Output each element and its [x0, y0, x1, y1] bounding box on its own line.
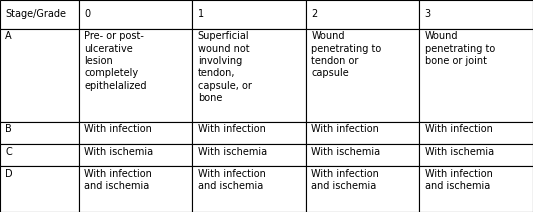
Text: A: A: [5, 31, 12, 41]
Text: With infection
and ischemia: With infection and ischemia: [198, 169, 265, 191]
Text: With infection: With infection: [84, 124, 152, 134]
Bar: [0, 166, 79, 212]
Text: With infection: With infection: [311, 124, 379, 134]
Bar: [192, 122, 306, 144]
Text: With ischemia: With ischemia: [84, 147, 154, 157]
Bar: [0, 0, 79, 29]
Text: 2: 2: [311, 9, 318, 19]
Bar: [419, 29, 533, 122]
Bar: [419, 144, 533, 166]
Text: 3: 3: [425, 9, 431, 19]
Bar: [79, 0, 192, 29]
Text: With ischemia: With ischemia: [198, 147, 267, 157]
Text: Pre- or post-
ulcerative
lesion
completely
epithelalized: Pre- or post- ulcerative lesion complete…: [84, 31, 147, 91]
Text: With infection: With infection: [425, 124, 492, 134]
Text: With ischemia: With ischemia: [311, 147, 381, 157]
Bar: [192, 29, 306, 122]
Bar: [192, 166, 306, 212]
Text: Superficial
wound not
involving
tendon,
capsule, or
bone: Superficial wound not involving tendon, …: [198, 31, 252, 103]
Bar: [419, 0, 533, 29]
Text: Wound
penetrating to
bone or joint: Wound penetrating to bone or joint: [425, 31, 495, 66]
Text: With infection
and ischemia: With infection and ischemia: [84, 169, 152, 191]
Text: Wound
penetrating to
tendon or
capsule: Wound penetrating to tendon or capsule: [311, 31, 382, 78]
Bar: [79, 122, 192, 144]
Text: 0: 0: [84, 9, 90, 19]
Bar: [306, 144, 419, 166]
Bar: [306, 29, 419, 122]
Text: 1: 1: [198, 9, 204, 19]
Text: D: D: [5, 169, 13, 179]
Bar: [79, 144, 192, 166]
Bar: [419, 166, 533, 212]
Bar: [192, 144, 306, 166]
Bar: [0, 29, 79, 122]
Bar: [79, 166, 192, 212]
Bar: [306, 122, 419, 144]
Text: With infection
and ischemia: With infection and ischemia: [425, 169, 492, 191]
Bar: [0, 122, 79, 144]
Bar: [0, 144, 79, 166]
Bar: [306, 0, 419, 29]
Text: C: C: [5, 147, 12, 157]
Text: B: B: [5, 124, 12, 134]
Bar: [192, 0, 306, 29]
Bar: [306, 166, 419, 212]
Text: With ischemia: With ischemia: [425, 147, 494, 157]
Bar: [419, 122, 533, 144]
Text: Stage/Grade: Stage/Grade: [5, 9, 66, 19]
Text: With infection
and ischemia: With infection and ischemia: [311, 169, 379, 191]
Text: With infection: With infection: [198, 124, 265, 134]
Bar: [79, 29, 192, 122]
